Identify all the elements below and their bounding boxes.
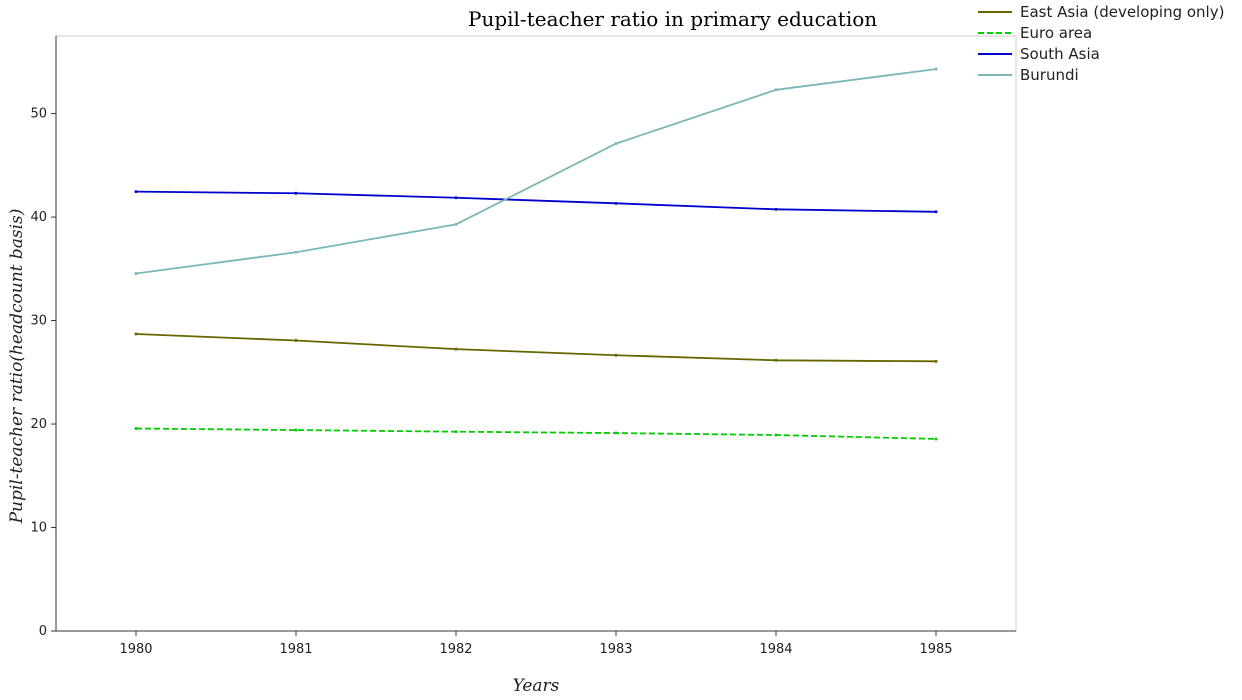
x-tick-label: 1980 [119,642,152,657]
data-point [934,437,938,441]
data-point [774,433,778,437]
y-axis-label: Pupil-teacher ratio(headcount basis) [7,209,27,525]
series-line [135,68,937,275]
data-point [614,431,618,435]
data-point [614,142,618,146]
legend: East Asia (developing only) Euro area Sout… [978,3,1224,84]
x-tick-label: 1985 [919,642,952,657]
x-tick-label: 1983 [599,642,632,657]
data-point [454,347,458,351]
y-tick-label: 0 [39,624,47,639]
data-point [134,332,138,336]
y-tick-label: 50 [30,107,47,122]
legend-label: Burundi [1020,66,1079,84]
series-east-asia-developing-only [134,332,938,363]
data-point [134,190,138,194]
x-axis-label: Years [513,676,560,696]
legend-label: Euro area [1020,24,1092,42]
data-point [134,271,138,275]
data-point [454,222,458,226]
data-point [614,201,618,205]
y-tick-label: 20 [30,417,47,432]
data-point [294,191,298,195]
data-point [294,339,298,343]
data-point [134,426,138,430]
series-line [135,333,937,363]
data-point [774,358,778,362]
y-tick-label: 10 [30,521,47,536]
data-point [294,428,298,432]
axes: 0 10 20 30 40 50 1980 1981 1982 1983 1984 1985 [30,35,1017,657]
y-tick-label: 40 [30,210,47,225]
data-point [454,430,458,434]
data-point [774,88,778,92]
series-burundi [134,67,938,275]
x-tick-label: 1982 [439,642,472,657]
x-tick-label: 1984 [759,642,792,657]
data-point [934,67,938,71]
series-euro-area [134,426,938,441]
data-point [774,207,778,211]
x-tick-label: 1981 [279,642,312,657]
data-point [614,353,618,357]
data-point [934,210,938,214]
y-tick-label: 30 [30,314,47,329]
data-point [294,250,298,254]
series-line [135,190,937,213]
series-line [135,427,937,440]
data-point [934,359,938,363]
legend-label: South Asia [1020,45,1100,63]
series-layer [134,67,938,441]
legend-label: East Asia (developing only) [1020,3,1224,21]
plot-frame [55,35,1017,632]
data-point [454,196,458,200]
series-south-asia [134,190,938,214]
chart-title: Pupil-teacher ratio in primary education [468,7,877,31]
